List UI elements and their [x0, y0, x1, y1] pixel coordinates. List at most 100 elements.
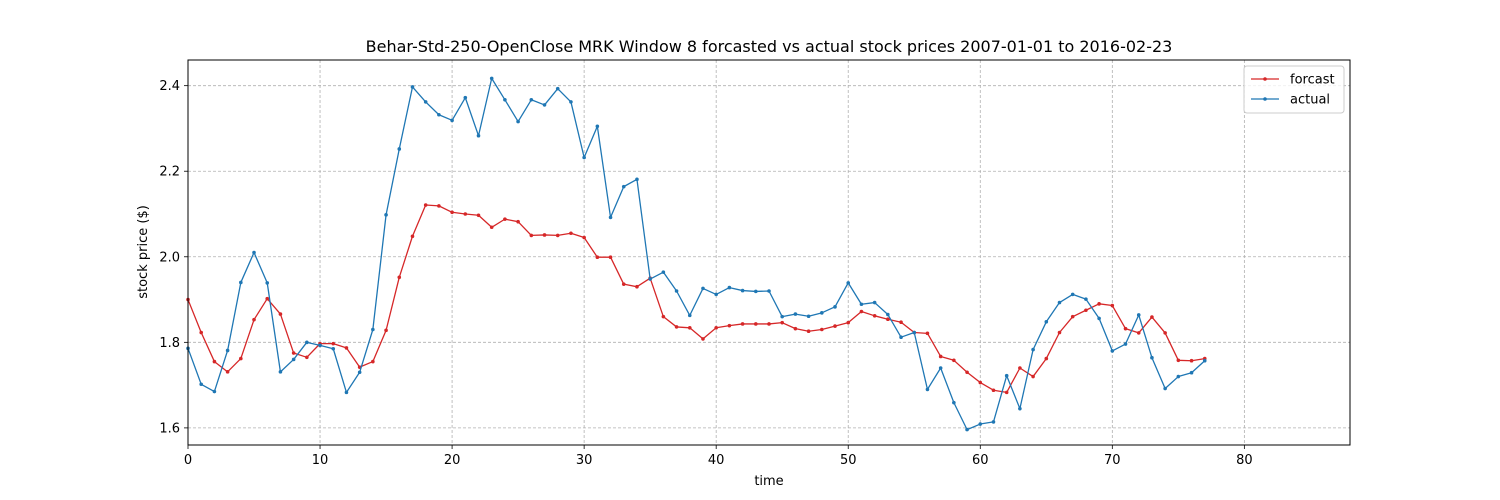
data-point-actual — [516, 119, 520, 124]
data-point-forcast — [1150, 315, 1154, 319]
data-point-forcast — [859, 309, 864, 314]
y-tick-label: 1.8 — [159, 336, 180, 351]
legend: forcast actual — [1243, 65, 1345, 114]
x-tick-label: 0 — [184, 453, 192, 468]
data-point-actual — [595, 124, 600, 129]
data-point-forcast — [1044, 356, 1049, 361]
data-point-actual — [661, 270, 666, 274]
data-point-actual — [1150, 355, 1154, 360]
data-point-actual — [239, 280, 243, 285]
data-point-forcast — [1031, 374, 1035, 379]
data-point-forcast — [991, 388, 996, 393]
data-point-actual — [1070, 292, 1075, 297]
data-point-actual — [925, 387, 930, 392]
data-point-forcast — [476, 213, 481, 218]
data-point-forcast — [1097, 302, 1101, 306]
data-point-actual — [727, 285, 732, 290]
data-point-forcast — [516, 219, 520, 224]
data-point-forcast — [252, 317, 256, 322]
series-line-forcast — [187, 204, 1205, 394]
data-point-actual — [529, 97, 534, 102]
data-point-actual — [740, 288, 745, 293]
data-point-forcast — [925, 331, 930, 336]
data-point-forcast — [529, 233, 534, 238]
data-point-actual — [252, 250, 256, 255]
data-point-forcast — [714, 325, 718, 330]
data-point-actual — [912, 330, 917, 335]
x-tick-label: 20 — [444, 453, 461, 468]
data-point-forcast — [899, 320, 903, 325]
legend-box — [1243, 65, 1345, 114]
data-point-actual — [846, 281, 851, 285]
data-point-forcast — [450, 210, 454, 215]
data-point-forcast — [793, 326, 798, 331]
data-point-forcast — [555, 233, 560, 238]
data-point-actual — [938, 366, 943, 370]
data-point-actual — [872, 300, 877, 305]
x-tick-label: 40 — [708, 453, 725, 468]
plot-frame — [187, 59, 1351, 446]
data-point-forcast — [806, 329, 811, 334]
data-point-actual — [1176, 374, 1181, 379]
data-point-forcast — [371, 359, 375, 364]
data-point-actual — [1018, 406, 1022, 411]
data-point-forcast — [569, 231, 573, 236]
data-point-forcast — [1163, 331, 1167, 335]
data-point-forcast — [595, 255, 600, 260]
x-tick-label: 50 — [840, 453, 857, 468]
data-point-actual — [476, 133, 481, 138]
data-point-actual — [1097, 316, 1101, 321]
data-point-forcast — [423, 203, 428, 207]
data-point-forcast — [661, 314, 666, 319]
data-point-actual — [1057, 300, 1062, 305]
data-point-forcast — [965, 370, 969, 375]
data-point-forcast — [331, 341, 336, 346]
data-point-forcast — [820, 327, 824, 332]
y-tick-label: 1.6 — [159, 421, 180, 436]
data-point-forcast — [542, 233, 547, 237]
y-tick-label: 2.4 — [159, 79, 180, 94]
data-point-actual — [767, 289, 771, 293]
data-point-forcast — [199, 330, 203, 335]
data-point-forcast — [978, 380, 983, 385]
y-tick-label: 2.2 — [159, 165, 180, 180]
data-point-forcast — [754, 322, 758, 326]
data-point-actual — [674, 289, 679, 293]
data-point-forcast — [621, 282, 626, 286]
data-point-forcast — [212, 359, 217, 364]
data-point-forcast — [1189, 358, 1194, 363]
data-point-forcast — [265, 296, 270, 301]
data-point-actual — [1163, 386, 1167, 391]
data-point-forcast — [767, 322, 771, 326]
data-point-actual — [463, 95, 468, 100]
data-point-forcast — [437, 204, 441, 208]
data-point-forcast — [872, 314, 877, 318]
data-point-forcast — [635, 284, 639, 289]
data-point-actual — [1031, 347, 1035, 352]
data-point-forcast — [1136, 331, 1141, 335]
data-point-forcast — [291, 351, 296, 355]
data-point-forcast — [780, 320, 784, 325]
data-point-actual — [806, 314, 811, 319]
data-point-forcast — [1018, 366, 1022, 370]
data-point-actual — [344, 390, 349, 395]
data-point-actual — [991, 420, 996, 424]
data-point-forcast — [608, 255, 613, 260]
data-point-actual — [648, 277, 652, 281]
data-point-actual — [833, 305, 837, 309]
y-axis: 1.6 1.8 2.0 2.2 2.4 — [159, 79, 188, 436]
data-point-forcast — [1176, 358, 1181, 363]
data-point-actual — [965, 427, 969, 432]
x-tick-label: 70 — [1104, 453, 1121, 468]
legend-marker-forcast — [1263, 77, 1267, 81]
x-tick-label: 30 — [576, 453, 593, 468]
data-point-actual — [542, 103, 547, 107]
data-point-actual — [780, 314, 784, 319]
data-point-forcast — [674, 325, 679, 329]
data-point-actual — [687, 313, 692, 318]
series-line-actual — [187, 77, 1206, 431]
data-point-actual — [410, 85, 415, 89]
data-point-forcast — [489, 225, 494, 230]
data-point-forcast — [410, 234, 415, 239]
data-point-forcast — [278, 312, 283, 316]
